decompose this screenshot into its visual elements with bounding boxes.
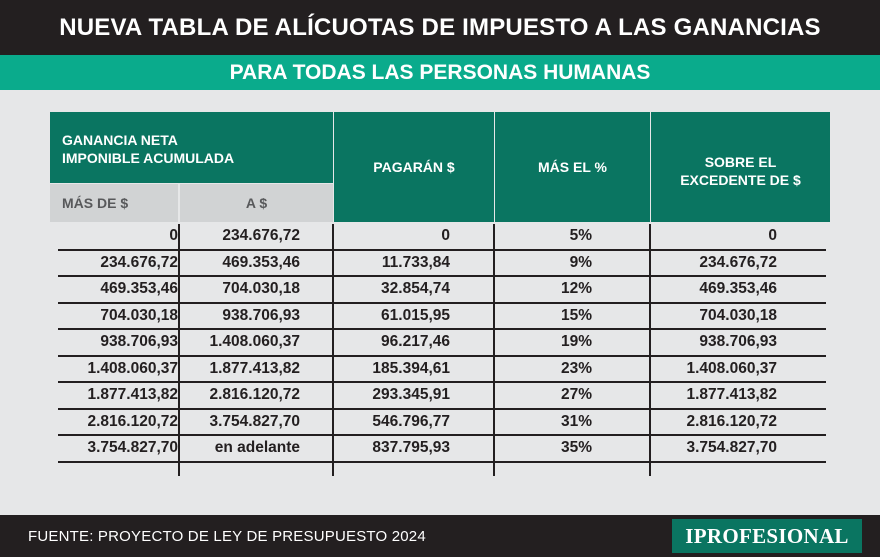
cell-mas-el: 12% bbox=[560, 280, 592, 298]
table-row: 3.754.827,70 en adelante 837.795,93 35% … bbox=[58, 436, 826, 463]
cell-a: 3.754.827,70 bbox=[209, 412, 300, 430]
cell-excedente: 469.353,46 bbox=[699, 280, 777, 298]
header-mas-el-label: MÁS EL % bbox=[538, 159, 607, 175]
cell-mas-el: 27% bbox=[560, 386, 592, 404]
header-mas-de: MÁS DE $ bbox=[50, 184, 178, 222]
header-pagaran: PAGARÁN $ bbox=[334, 112, 494, 222]
column-divider bbox=[493, 224, 495, 476]
cell-pagaran: 0 bbox=[441, 227, 450, 245]
header-sobre-line2: EXCEDENTE DE $ bbox=[680, 172, 801, 188]
header-mas-el: MÁS EL % bbox=[495, 112, 650, 222]
cell-a: 1.877.413,82 bbox=[209, 359, 300, 377]
cell-a: 1.408.060,37 bbox=[209, 333, 300, 351]
cell-a: 704.030,18 bbox=[222, 280, 300, 298]
cell-excedente: 2.816.120,72 bbox=[686, 412, 777, 430]
table-row: 704.030,18 938.706,93 61.015,95 15% 704.… bbox=[58, 304, 826, 330]
cell-a: 938.706,93 bbox=[222, 306, 300, 324]
cell-a: 234.676,72 bbox=[222, 227, 300, 245]
cell-excedente: 938.706,93 bbox=[699, 333, 777, 351]
column-divider bbox=[332, 224, 334, 476]
cell-excedente: 234.676,72 bbox=[699, 253, 777, 271]
header-sobre-line1: SOBRE EL bbox=[704, 154, 777, 170]
column-divider bbox=[649, 224, 651, 476]
cell-excedente: 704.030,18 bbox=[699, 306, 777, 324]
cell-mas-de: 1.408.060,37 bbox=[87, 359, 178, 377]
table-row: 2.816.120,72 3.754.827,70 546.796,77 31%… bbox=[58, 410, 826, 436]
cell-pagaran: 11.733,84 bbox=[381, 253, 450, 271]
cell-mas-el: 9% bbox=[569, 253, 592, 271]
cell-mas-el: 35% bbox=[560, 439, 592, 457]
cell-a: en adelante bbox=[214, 439, 300, 457]
cell-mas-de: 469.353,46 bbox=[100, 280, 178, 298]
cell-pagaran: 32.854,74 bbox=[381, 280, 450, 298]
header-a: A $ bbox=[180, 184, 333, 222]
table-row: 938.706,93 1.408.060,37 96.217,46 19% 93… bbox=[58, 330, 826, 357]
cell-mas-de: 938.706,93 bbox=[100, 333, 178, 351]
footer: FUENTE: PROYECTO DE LEY DE PRESUPUESTO 2… bbox=[0, 515, 880, 557]
cell-pagaran: 293.345,91 bbox=[372, 386, 450, 404]
table-body: 0 234.676,72 0 5% 0 234.676,72 469.353,4… bbox=[58, 224, 826, 463]
brand-logo: IPROFESIONAL bbox=[672, 519, 862, 553]
cell-pagaran: 96.217,46 bbox=[381, 333, 450, 351]
cell-excedente: 0 bbox=[768, 227, 777, 245]
table-row: 1.877.413,82 2.816.120,72 293.345,91 27%… bbox=[58, 383, 826, 410]
table-row: 469.353,46 704.030,18 32.854,74 12% 469.… bbox=[58, 277, 826, 304]
header-ganancia-line2: IMPONIBLE ACUMULADA bbox=[62, 150, 235, 166]
header-ganancia-neta: GANANCIA NETA IMPONIBLE ACUMULADA bbox=[50, 112, 333, 183]
cell-mas-de: 1.877.413,82 bbox=[87, 386, 178, 404]
cell-mas-de: 3.754.827,70 bbox=[87, 439, 178, 457]
cell-mas-de: 704.030,18 bbox=[100, 306, 178, 324]
cell-mas-el: 19% bbox=[560, 333, 592, 351]
cell-mas-de: 234.676,72 bbox=[100, 253, 178, 271]
table-row: 0 234.676,72 0 5% 0 bbox=[58, 224, 826, 251]
cell-pagaran: 837.795,93 bbox=[372, 439, 450, 457]
cell-a: 469.353,46 bbox=[222, 253, 300, 271]
cell-pagaran: 61.015,95 bbox=[381, 306, 450, 324]
page-title: NUEVA TABLA DE ALÍCUOTAS DE IMPUESTO A L… bbox=[0, 0, 880, 55]
cell-mas-de: 2.816.120,72 bbox=[87, 412, 178, 430]
cell-mas-el: 23% bbox=[560, 359, 592, 377]
cell-excedente: 1.408.060,37 bbox=[686, 359, 777, 377]
header-sobre-excedente: SOBRE EL EXCEDENTE DE $ bbox=[651, 112, 830, 222]
cell-mas-el: 5% bbox=[569, 227, 592, 245]
cell-pagaran: 546.796,77 bbox=[372, 412, 450, 430]
cell-pagaran: 185.394,61 bbox=[372, 359, 450, 377]
table-row: 1.408.060,37 1.877.413,82 185.394,61 23%… bbox=[58, 357, 826, 383]
header-pagaran-label: PAGARÁN $ bbox=[373, 159, 455, 175]
header-ganancia-line1: GANANCIA NETA bbox=[62, 132, 178, 148]
cell-a: 2.816.120,72 bbox=[209, 386, 300, 404]
column-divider bbox=[178, 224, 180, 476]
source-note: FUENTE: PROYECTO DE LEY DE PRESUPUESTO 2… bbox=[28, 527, 426, 545]
cell-mas-el: 31% bbox=[560, 412, 592, 430]
table-row: 234.676,72 469.353,46 11.733,84 9% 234.6… bbox=[58, 251, 826, 277]
cell-excedente: 1.877.413,82 bbox=[686, 386, 777, 404]
page-subtitle: PARA TODAS LAS PERSONAS HUMANAS bbox=[0, 55, 880, 90]
cell-mas-de: 0 bbox=[169, 227, 178, 245]
cell-excedente: 3.754.827,70 bbox=[686, 439, 777, 457]
cell-mas-el: 15% bbox=[560, 306, 592, 324]
